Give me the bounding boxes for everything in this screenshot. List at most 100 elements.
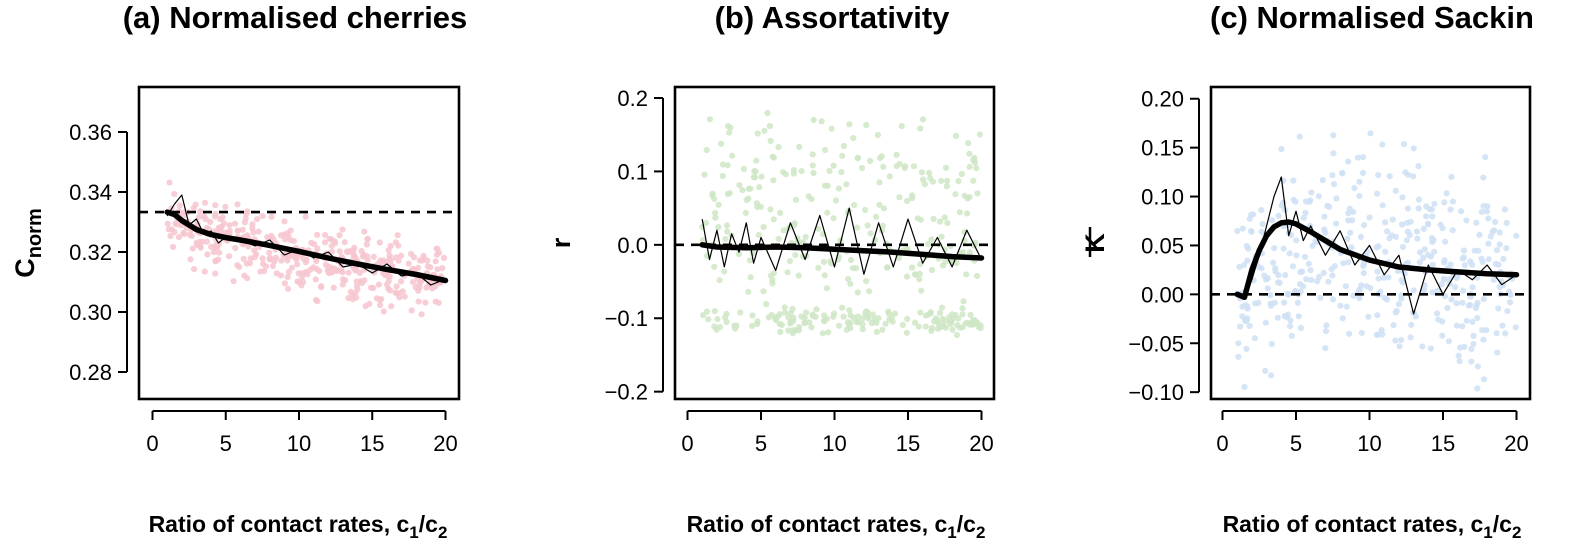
scatter-point bbox=[723, 318, 730, 326]
scatter-point bbox=[769, 153, 776, 160]
scatter-point bbox=[919, 116, 927, 123]
x-tick-label: 0 bbox=[681, 431, 693, 456]
x-tick-label: 0 bbox=[146, 431, 158, 456]
scatter-point bbox=[356, 269, 363, 276]
scatter-point bbox=[847, 256, 855, 264]
scatter-point bbox=[735, 251, 743, 258]
scatter-point bbox=[755, 231, 762, 238]
scatter-point bbox=[784, 269, 791, 276]
scatter-point bbox=[347, 288, 354, 295]
scatter-point bbox=[809, 162, 816, 169]
scatter-point bbox=[1300, 283, 1307, 290]
scatter-point bbox=[828, 125, 835, 132]
scatter-point bbox=[240, 255, 247, 262]
scatter-point bbox=[859, 315, 866, 322]
scatter-point bbox=[1234, 227, 1241, 235]
scatter-point bbox=[1440, 275, 1447, 282]
scatter-point bbox=[740, 165, 748, 173]
scatter-point bbox=[1250, 211, 1257, 218]
scatter-point bbox=[1345, 259, 1352, 266]
scatter-point bbox=[294, 261, 301, 268]
scatter-point bbox=[1467, 258, 1474, 265]
scatter-point bbox=[809, 151, 816, 158]
scatter-point bbox=[1463, 317, 1470, 324]
panel-a-ylabel: Cnorm bbox=[10, 208, 46, 278]
scatter-point bbox=[1330, 132, 1337, 139]
scatter-point bbox=[363, 241, 370, 248]
scatter-point bbox=[715, 201, 722, 208]
scatter-point bbox=[714, 316, 721, 323]
scatter-point bbox=[197, 208, 204, 215]
scatter-point bbox=[805, 193, 812, 200]
scatter-point bbox=[1244, 257, 1251, 264]
scatter-point bbox=[254, 216, 261, 223]
scatter-point bbox=[786, 258, 794, 265]
scatter-point bbox=[754, 130, 761, 137]
scatter-point bbox=[385, 247, 392, 254]
scatter-point bbox=[798, 313, 805, 320]
scatter-point bbox=[1474, 363, 1481, 370]
scatter-point bbox=[1293, 252, 1300, 259]
scatter-point bbox=[354, 286, 361, 293]
scatter-point bbox=[808, 324, 815, 331]
panel-a: (a) Normalised cherries 0 5 10 15 20 0.28 0.30… bbox=[10, 0, 467, 542]
scatter-point bbox=[203, 238, 210, 245]
scatter-point bbox=[971, 317, 978, 324]
scatter-point bbox=[1459, 255, 1466, 262]
scatter-point bbox=[175, 234, 183, 241]
scatter-point bbox=[1404, 205, 1412, 212]
x-tick-label: 5 bbox=[1290, 431, 1302, 456]
scatter-point bbox=[945, 314, 952, 321]
scatter-point bbox=[393, 290, 400, 297]
scatter-point bbox=[1337, 302, 1344, 309]
scatter-point bbox=[1493, 330, 1500, 337]
panel-b-xlabel-sub2: 2 bbox=[976, 523, 985, 542]
scatter-point bbox=[251, 247, 258, 254]
scatter-point bbox=[321, 239, 329, 246]
scatter-point bbox=[1287, 323, 1294, 330]
scatter-point bbox=[941, 214, 948, 221]
scatter-point bbox=[824, 209, 831, 216]
scatter-point bbox=[165, 226, 172, 233]
scatter-point bbox=[742, 209, 749, 216]
scatter-point bbox=[928, 236, 935, 243]
scatter-point bbox=[380, 308, 387, 315]
scatter-point bbox=[1474, 385, 1481, 392]
scatter-point bbox=[1241, 383, 1248, 391]
scatter-point bbox=[1382, 248, 1389, 255]
scatter-point bbox=[1282, 272, 1289, 279]
scatter-point bbox=[1470, 340, 1477, 348]
scatter-point bbox=[733, 322, 740, 329]
scatter-point bbox=[397, 252, 405, 259]
scatter-point bbox=[703, 146, 710, 154]
scatter-point bbox=[424, 257, 431, 264]
scatter-point bbox=[1360, 262, 1367, 269]
scatter-point bbox=[824, 182, 831, 189]
scatter-point bbox=[1459, 287, 1467, 294]
scatter-point bbox=[408, 307, 415, 314]
scatter-point bbox=[1487, 233, 1494, 240]
scatter-point bbox=[423, 284, 430, 291]
scatter-point bbox=[433, 251, 440, 258]
scatter-point bbox=[281, 280, 288, 287]
panel-c: (c) Normalised Sackin 0 5 10 15 20 −0.10 −0.05… bbox=[1080, 0, 1534, 542]
scatter-point bbox=[796, 143, 803, 151]
scatter-point bbox=[1425, 221, 1432, 228]
scatter-point bbox=[743, 196, 750, 204]
scatter-point bbox=[1346, 330, 1353, 337]
scatter-point bbox=[724, 190, 732, 198]
panel-b-xlabel: Ratio of contact rates, c1/c2 bbox=[687, 511, 986, 542]
scatter-point bbox=[1283, 314, 1290, 321]
y-tick-label: 0.20 bbox=[1141, 87, 1184, 112]
scatter-point bbox=[1384, 228, 1391, 235]
scatter-point bbox=[1293, 237, 1300, 244]
scatter-point bbox=[763, 301, 770, 308]
scatter-point bbox=[839, 304, 846, 311]
scatter-point bbox=[753, 200, 761, 207]
scatter-point bbox=[911, 319, 919, 326]
scatter-point bbox=[201, 268, 208, 275]
scatter-point bbox=[318, 283, 325, 290]
scatter-point bbox=[287, 227, 294, 234]
panel-c-axes: 0 5 10 15 20 −0.10 −0.05 0.00 0.05 0.10 0.15 0.20 bbox=[1128, 87, 1528, 456]
scatter-point bbox=[222, 229, 229, 236]
